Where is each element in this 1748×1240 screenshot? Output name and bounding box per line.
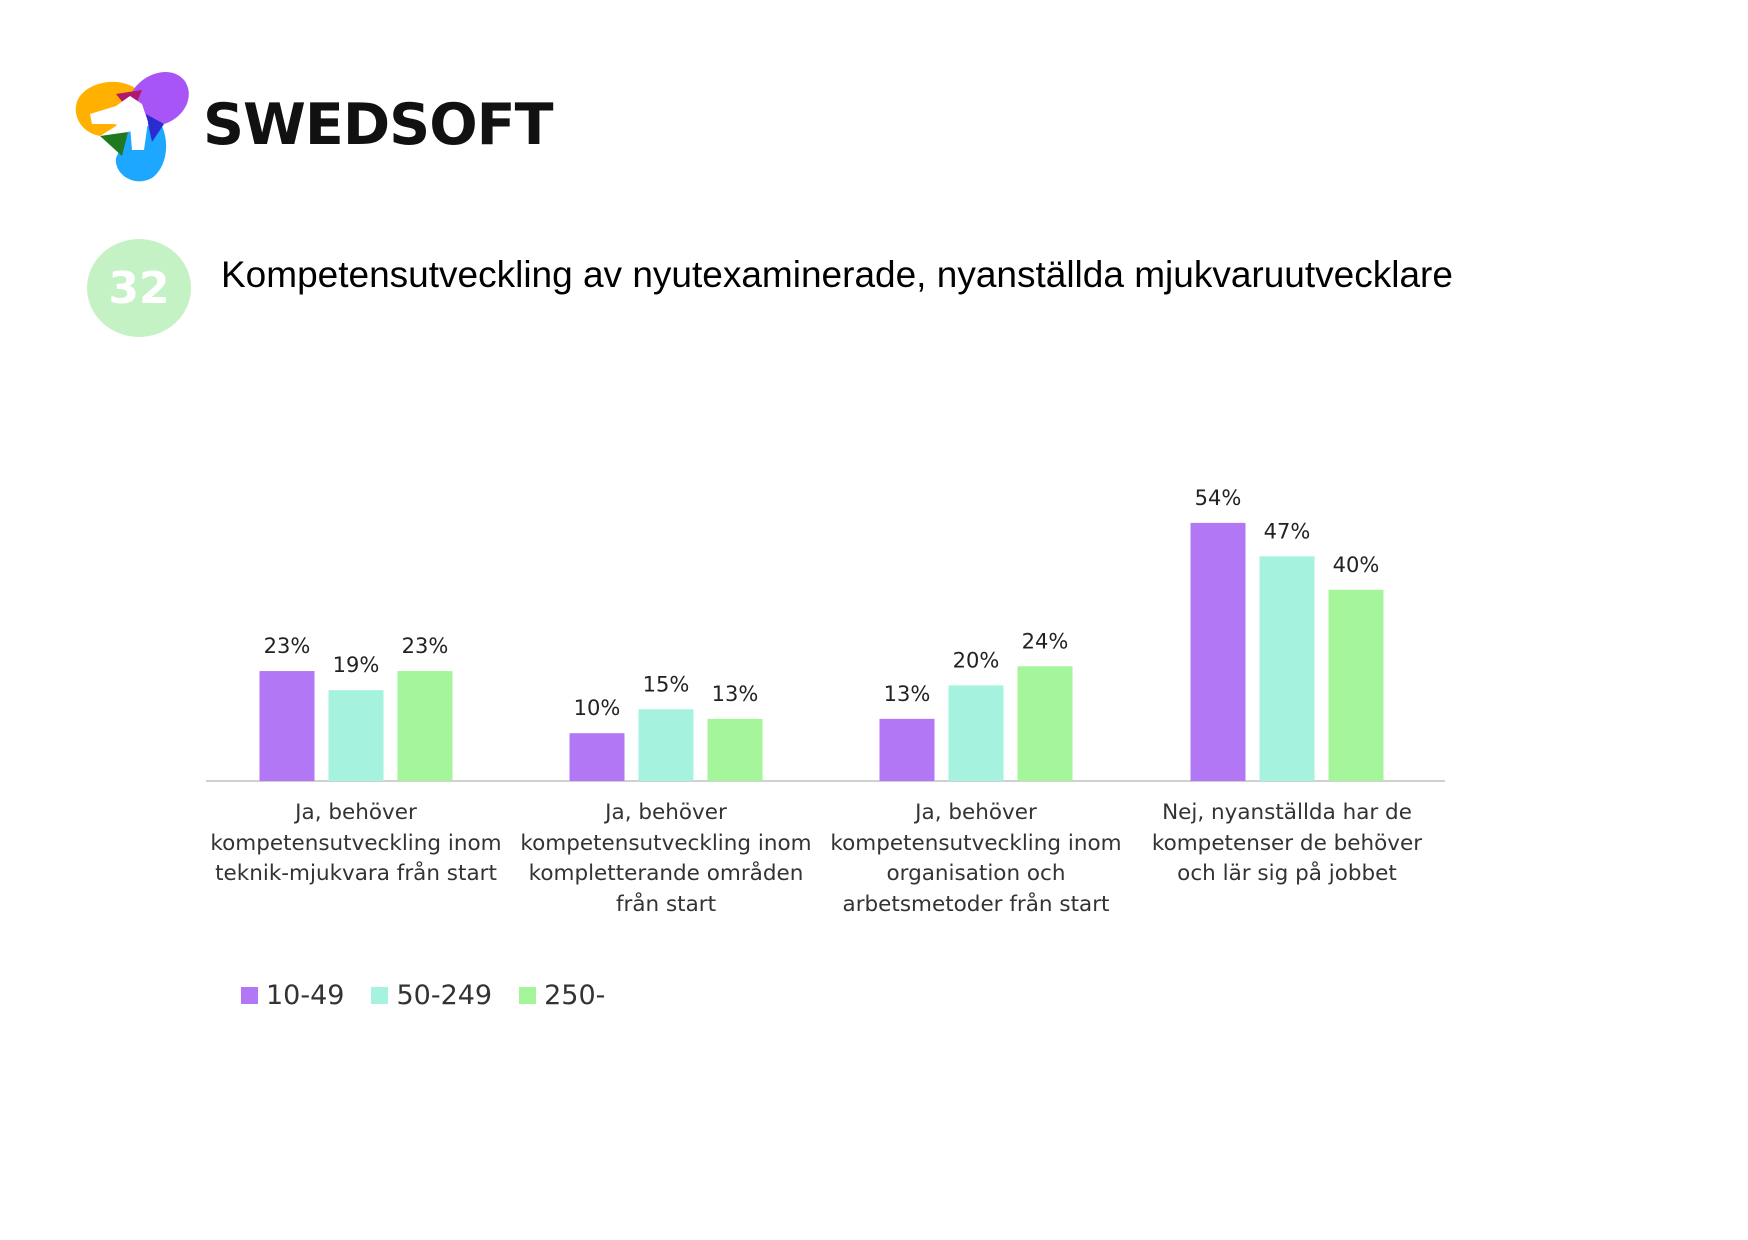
category-label-line: teknik-mjukvara från start [215, 861, 497, 886]
data-label: 13% [884, 682, 931, 706]
category-label-line: Nej, nyanställda har de [1162, 800, 1412, 825]
bar-10-49-cat4 [1190, 522, 1246, 781]
data-label: 54% [1195, 486, 1242, 510]
legend-item-50-249: 50-249 [371, 980, 492, 1011]
bar-50-249-cat3 [948, 685, 1004, 781]
category-label-line: arbetsmetoder från start [842, 891, 1110, 917]
bar-10-49-cat2 [569, 733, 625, 781]
swedsoft-logo-icon [75, 71, 189, 182]
data-label: 20% [953, 648, 1000, 672]
legend-item-250-plus: 250- [519, 980, 605, 1011]
logo-white-propeller [90, 96, 148, 150]
bar-50-249-cat1 [328, 690, 384, 781]
legend-item-10-49: 10-49 [241, 980, 344, 1011]
logo-indigo-overlap [146, 114, 164, 142]
bar-250--cat1 [397, 671, 453, 781]
page-title: Kompetensutveckling av nyutexaminerade, … [221, 254, 1453, 295]
legend-swatch [371, 987, 389, 1004]
logo-purple-arm [132, 71, 189, 124]
legend-label: 10-49 [266, 980, 345, 1011]
data-label: 47% [1264, 519, 1311, 543]
category-label-line: från start [615, 891, 717, 917]
bar-50-249-cat2 [638, 709, 694, 781]
category-label-line: kompletterande områden [528, 861, 804, 886]
category-label-line: organisation och [886, 861, 1066, 886]
legend-swatch [241, 987, 258, 1004]
legend-label: 250- [544, 980, 606, 1011]
legend-label: 50-249 [396, 980, 493, 1011]
category-label-line: kompetensutveckling inom [830, 830, 1122, 856]
brand-name: SWEDSOFT [203, 92, 554, 158]
bar-10-49-cat1 [259, 671, 315, 781]
data-label: 13% [712, 682, 759, 706]
legend-swatch [519, 987, 537, 1004]
data-label: 19% [333, 653, 380, 677]
chart-legend: 10-49 50-249 250- [241, 980, 632, 1011]
category-label-line: Ja, behöver [915, 800, 1037, 825]
category-label-line: och lär sig på jobbet [1177, 861, 1397, 886]
category-label: Ja, behöver kompetensutveckling inom tekni… [206, 798, 506, 890]
category-label: Nej, nyanställda har de kompetenser de be… [1137, 798, 1437, 890]
data-label: 40% [1333, 553, 1380, 577]
bar-250--cat4 [1328, 589, 1384, 781]
category-label-line: Ja, behöver [605, 800, 727, 825]
data-label: 10% [574, 696, 621, 720]
bar-50-249-cat4 [1259, 556, 1315, 781]
data-label: 15% [643, 672, 690, 696]
logo-green-overlap [100, 132, 128, 156]
data-label: 24% [1022, 629, 1069, 653]
category-label-line: kompetensutveckling inom [520, 830, 812, 856]
data-label: 23% [264, 634, 311, 658]
category-label: Ja, behöver kompetensutveckling inom organ… [826, 798, 1126, 920]
category-label-line: kompetensutveckling inom [210, 830, 502, 856]
category-label-line: kompetenser de behöver [1151, 830, 1423, 856]
bar-250--cat3 [1017, 666, 1073, 781]
slide-number-badge: 32 [87, 239, 191, 337]
bar-250--cat2 [707, 718, 763, 781]
data-label: 23% [402, 634, 449, 658]
bar-10-49-cat3 [879, 718, 935, 781]
category-label: Ja, behöver kompetensutveckling inom kompl… [516, 798, 816, 920]
category-label-line: Ja, behöver [295, 800, 417, 825]
